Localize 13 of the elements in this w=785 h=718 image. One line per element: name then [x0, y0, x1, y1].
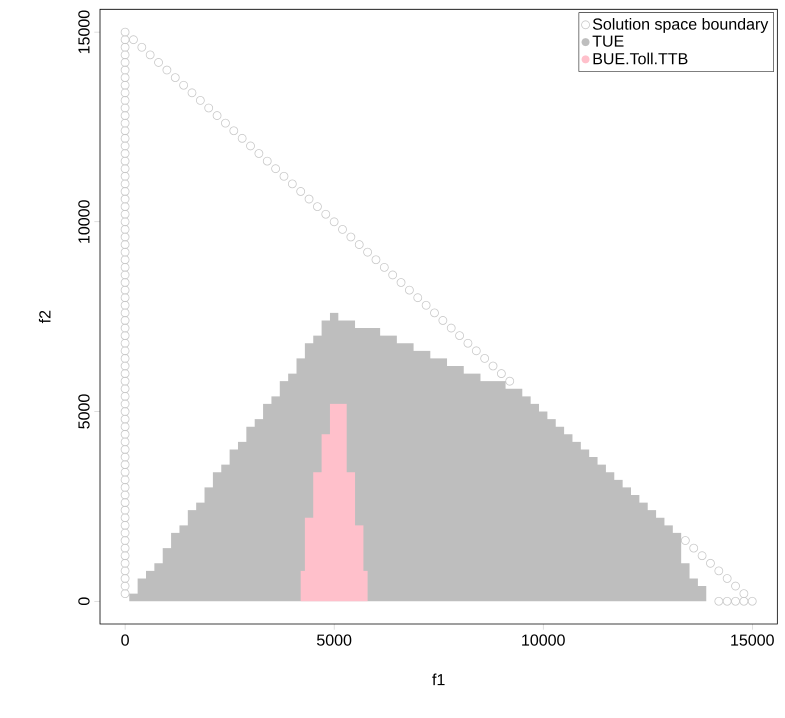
x-tick-label: 15000: [731, 634, 774, 646]
legend-label: TUE: [592, 36, 624, 47]
x-tick-label: 5000: [316, 634, 352, 646]
legend-label: BUE.Toll.TTB: [594, 52, 688, 64]
y-axis-title: f2: [38, 310, 50, 324]
x-tick-label: 0: [121, 634, 129, 646]
y-tick-label: 15000: [78, 10, 90, 54]
y-tick-label: 10000: [78, 200, 90, 243]
x-axis-title: f1: [432, 674, 445, 686]
y-tick-label: 5000: [78, 394, 90, 429]
x-tick-label: 10000: [522, 634, 565, 646]
y-tick-label: 0: [78, 597, 90, 606]
legend-label: Solution space boundary: [592, 18, 768, 33]
